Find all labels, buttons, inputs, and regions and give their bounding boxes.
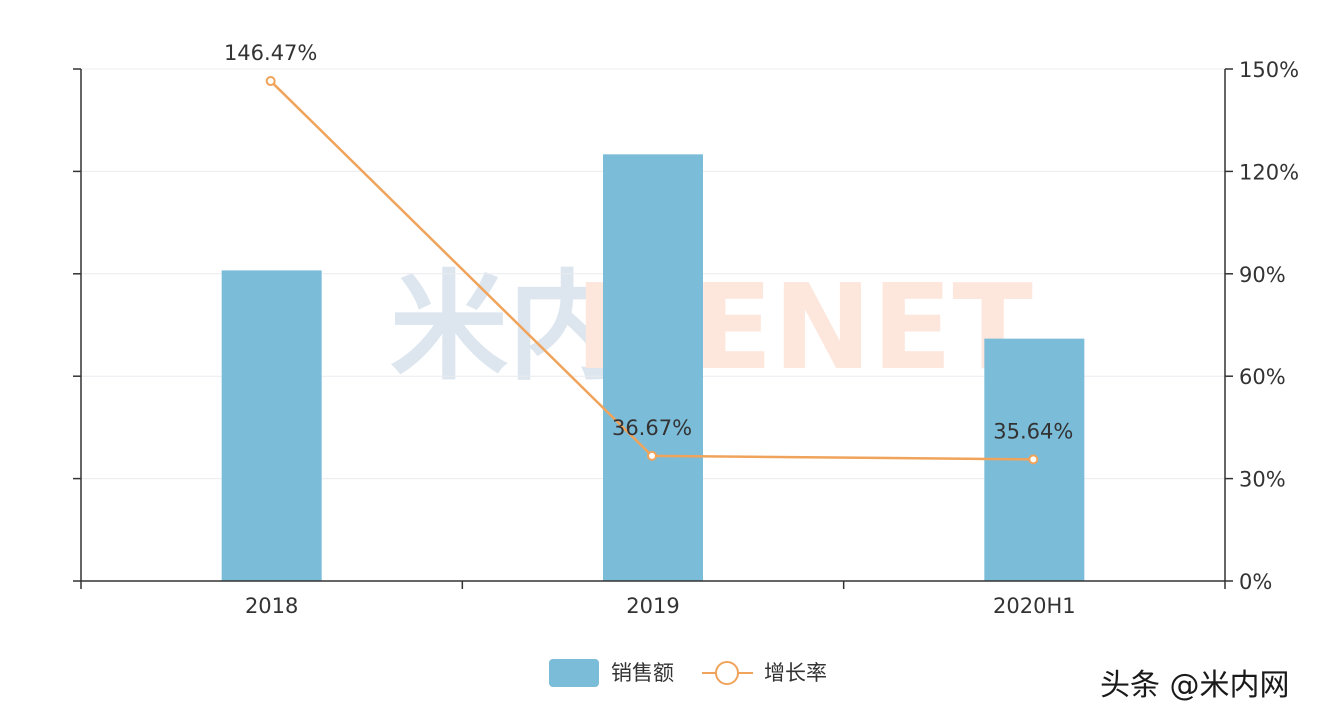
- growth-point-2019: [647, 450, 657, 461]
- growth-label-2020h1: 35.64%: [993, 419, 1073, 443]
- growth-label-2019: 36.67%: [612, 416, 692, 440]
- legend: 销售额 增长率: [549, 659, 827, 687]
- y-right-tick-label: 30%: [1239, 468, 1286, 492]
- legend-swatch-line-marker: [715, 661, 739, 685]
- legend-swatch-bar[interactable]: [549, 659, 599, 687]
- bar-2019: [603, 154, 703, 582]
- y-right-tick-label: 90%: [1239, 263, 1286, 287]
- growth-point-2020h1: [1028, 454, 1039, 465]
- y-right-tick-label: 0%: [1239, 570, 1272, 594]
- source-credit: 头条 @米内网: [1100, 668, 1290, 703]
- watermark-logo: 米内: [390, 258, 626, 396]
- axes: 0% 30% 60% 90% 120% 150% 2018 2019 2020H1: [73, 58, 1299, 618]
- bar-2018: [221, 270, 322, 581]
- line-series: 146.47% 36.67% 35.64%: [224, 41, 1073, 465]
- x-tick-label-2018: 2018: [245, 594, 298, 618]
- y-right-tick-label: 60%: [1239, 365, 1286, 389]
- growth-label-2018: 146.47%: [224, 41, 317, 65]
- y-right-tick-label: 120%: [1239, 160, 1299, 184]
- growth-point-2018: [265, 76, 276, 87]
- x-tick-label-2020h1: 2020H1: [993, 594, 1076, 618]
- legend-label-bar: 销售额: [611, 661, 674, 685]
- y-right-tick-label: 150%: [1239, 58, 1299, 82]
- watermark: 米内 MENET: [390, 258, 1033, 396]
- legend-label-line: 增长率: [764, 661, 827, 685]
- x-tick-label-2019: 2019: [626, 594, 679, 618]
